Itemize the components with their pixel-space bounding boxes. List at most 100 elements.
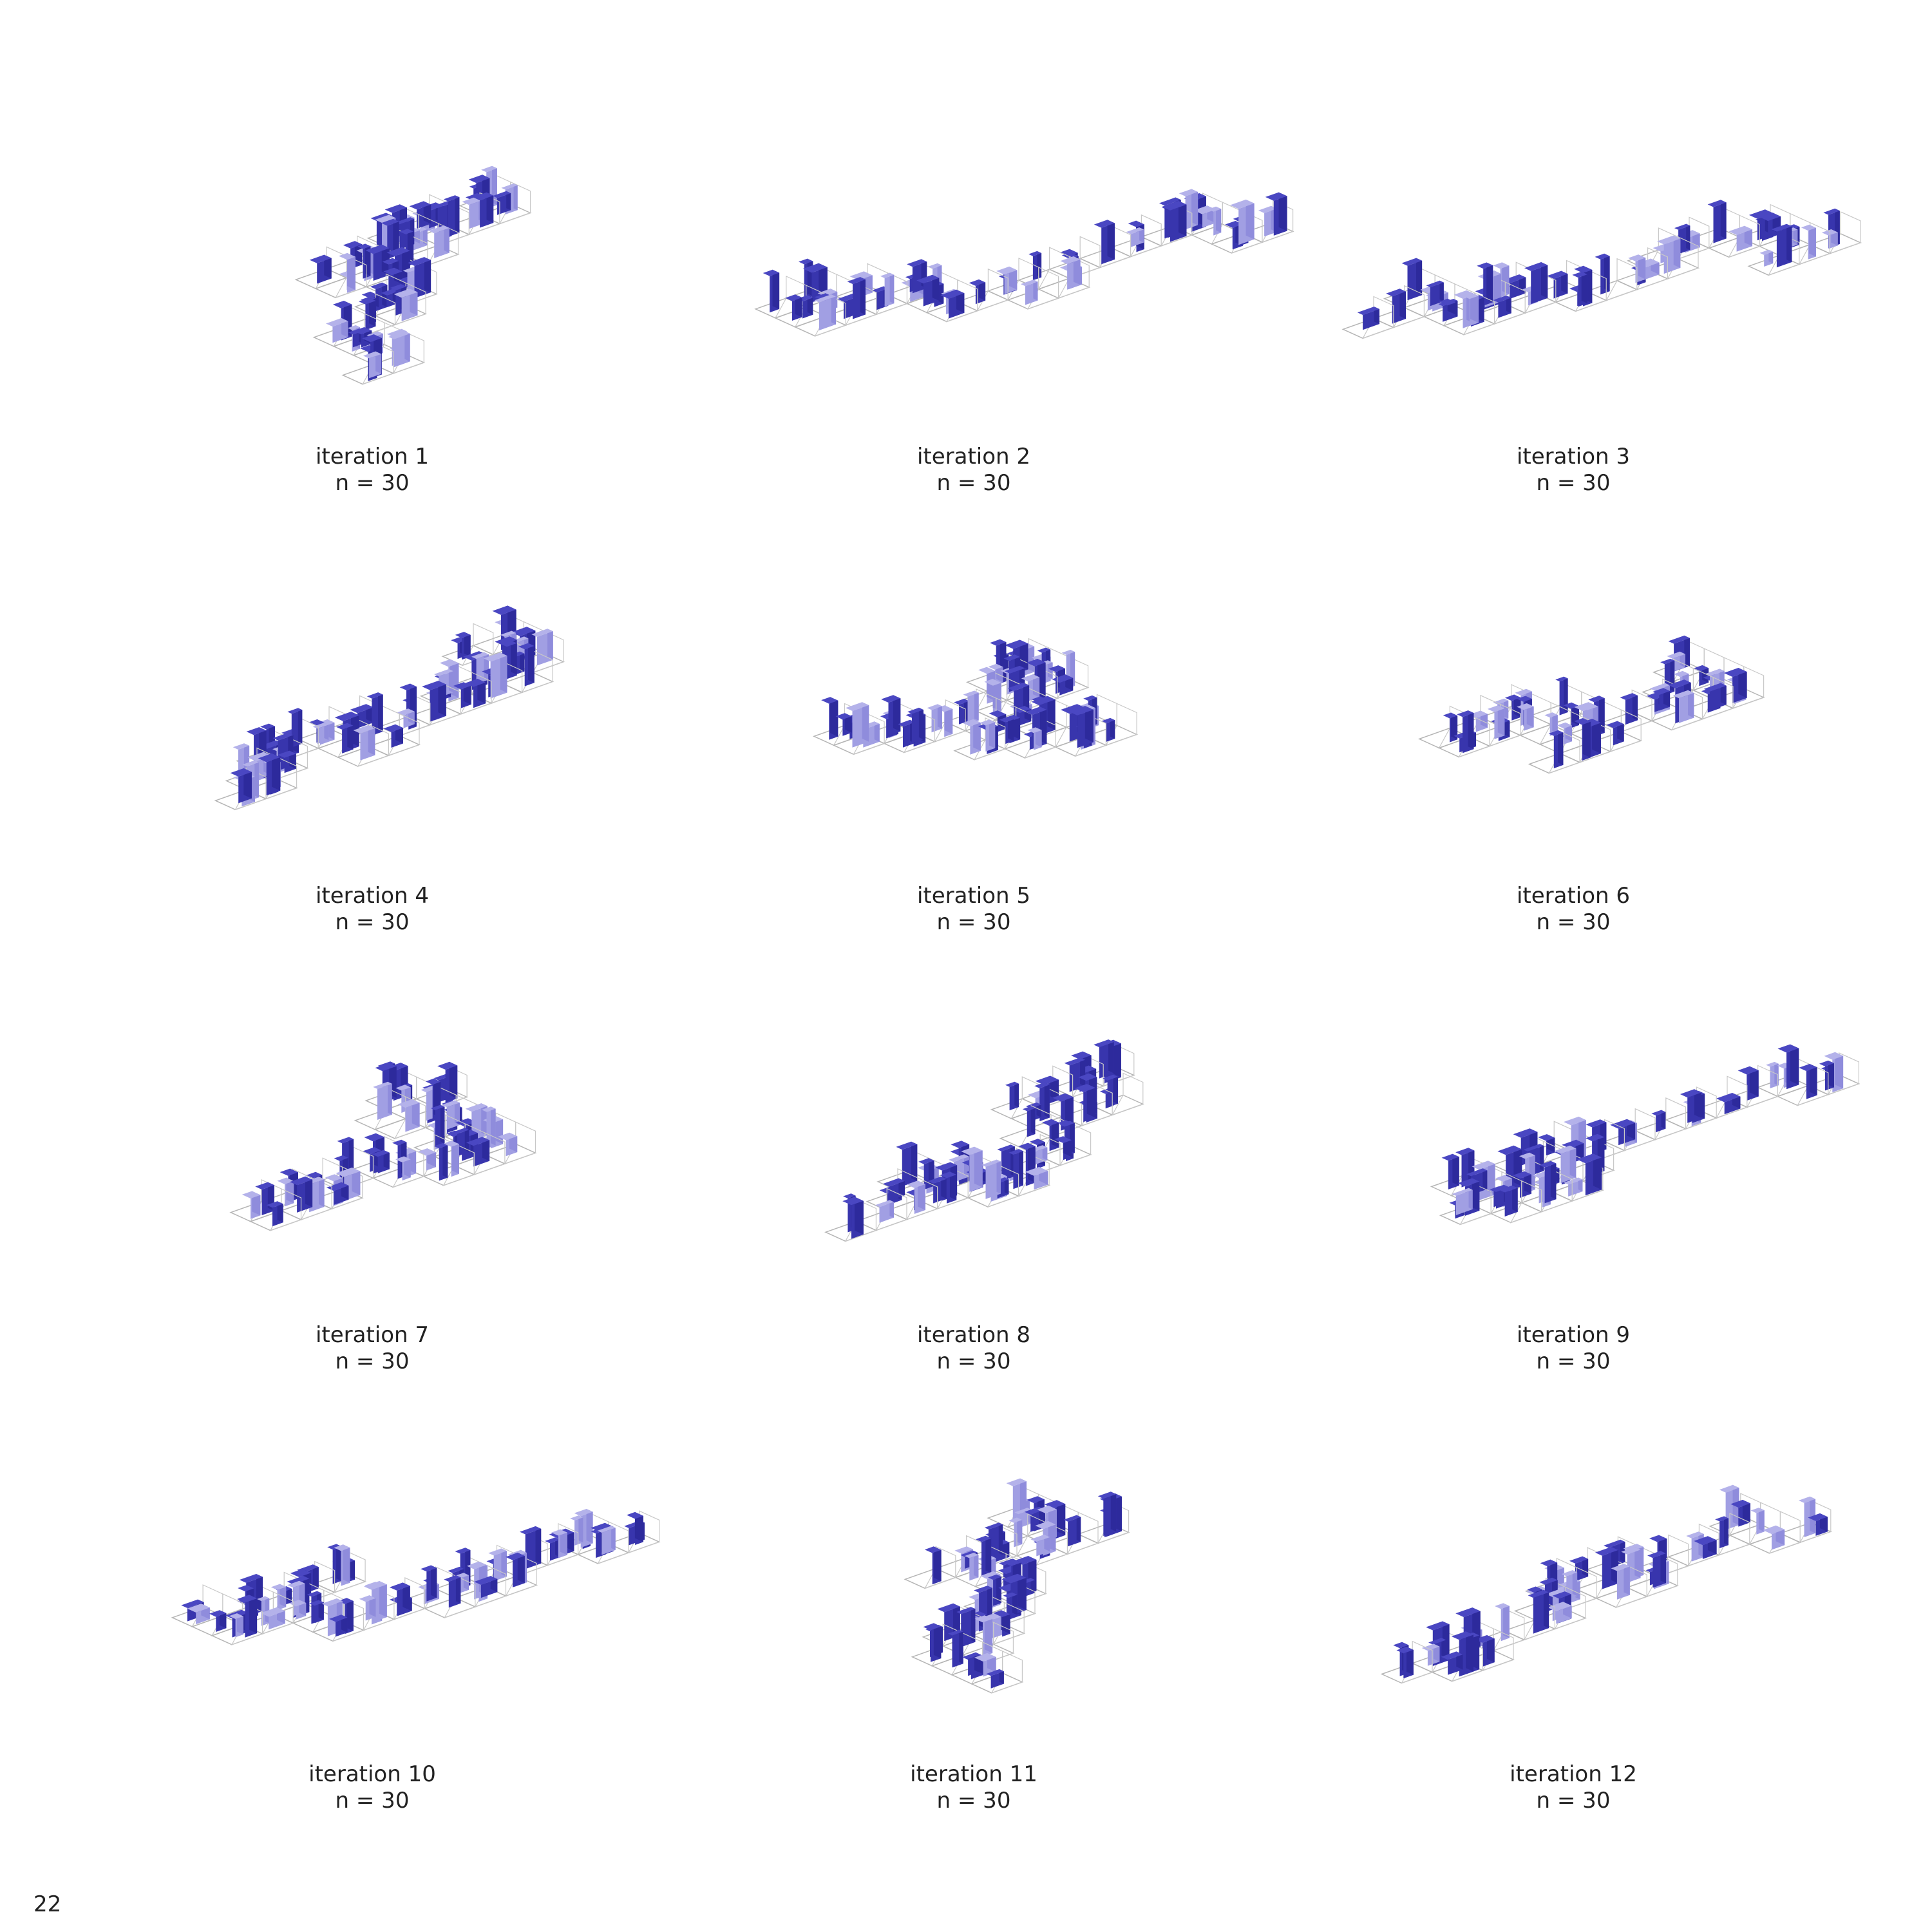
block-top: [334, 1544, 350, 1551]
block-top: [395, 1156, 411, 1162]
block-top: [1569, 1556, 1589, 1564]
block-top: [1513, 1128, 1538, 1138]
block-top: [1547, 270, 1568, 279]
block-top: [954, 699, 969, 705]
block-top: [875, 1200, 894, 1208]
block-side: [831, 294, 836, 325]
block-top: [518, 643, 535, 650]
block-side: [855, 1197, 864, 1235]
block-top: [422, 681, 446, 690]
block-top: [1208, 206, 1222, 212]
block-side: [586, 1509, 593, 1544]
block-top: [980, 1571, 1001, 1579]
block-side: [1012, 1592, 1018, 1615]
block-side: [1550, 1160, 1557, 1200]
block-top: [1001, 1573, 1027, 1584]
block-top: [1562, 1139, 1584, 1149]
block-top: [1443, 712, 1458, 719]
block-side: [1660, 1551, 1666, 1584]
block-side: [305, 1176, 313, 1208]
block-top: [1606, 721, 1624, 728]
block-top: [924, 1546, 942, 1553]
block-side: [382, 282, 388, 307]
block-top: [309, 1600, 324, 1606]
block-side: [1434, 1643, 1440, 1662]
block-top: [1401, 258, 1423, 266]
block-top: [1054, 1136, 1072, 1143]
block-side: [634, 1511, 643, 1542]
block-top: [1027, 727, 1042, 734]
block-top: [1595, 1547, 1618, 1556]
block-top: [1457, 1178, 1480, 1187]
figure-title: iteration 8: [917, 1322, 1030, 1348]
block-side: [1661, 1110, 1666, 1129]
block-top: [1653, 688, 1671, 695]
block-top: [762, 269, 780, 276]
block-top: [960, 1550, 978, 1557]
figure-title: iteration 1: [316, 444, 429, 469]
block-top: [984, 679, 1001, 686]
block-side: [324, 723, 329, 741]
block-top: [976, 1535, 992, 1542]
block-top: [389, 1582, 410, 1591]
block-top: [337, 1137, 354, 1144]
block-side: [1374, 307, 1379, 325]
block-side: [1512, 1185, 1518, 1212]
wire-frame: [973, 717, 1006, 761]
block-side: [933, 1546, 942, 1582]
block-top: [1540, 1559, 1558, 1567]
block-top: [1005, 1081, 1019, 1087]
block-side: [1809, 224, 1816, 257]
block-top: [455, 1118, 477, 1126]
block-top: [1595, 253, 1610, 260]
block-top: [421, 1565, 437, 1572]
block-top: [1061, 704, 1086, 714]
block-side: [423, 201, 431, 224]
block-top: [353, 725, 375, 734]
block-top: [399, 683, 417, 690]
block-top: [1472, 1160, 1495, 1170]
block-side: [1070, 650, 1075, 686]
block-side: [1035, 727, 1042, 748]
block-top: [383, 724, 403, 732]
block-top: [545, 1537, 560, 1544]
block-top: [849, 271, 873, 281]
block-side: [1742, 1499, 1750, 1522]
block-side: [324, 254, 332, 279]
block-side: [1624, 1564, 1630, 1595]
block-side: [1835, 1052, 1844, 1089]
block-top: [1539, 1577, 1558, 1585]
block-side: [1688, 690, 1694, 718]
block-side: [265, 1596, 270, 1624]
block-top: [799, 258, 813, 265]
block-side: [1539, 1144, 1544, 1171]
figure-subtitle: n = 30: [937, 1788, 1011, 1814]
block-top: [1452, 1188, 1473, 1196]
block-top: [1552, 1591, 1571, 1599]
block-top: [1439, 298, 1456, 306]
block-top: [1083, 695, 1097, 701]
block-side: [1108, 1039, 1114, 1074]
block-top: [1647, 1551, 1666, 1558]
block-top: [1719, 1484, 1739, 1493]
block-top: [1063, 1515, 1081, 1522]
block-top: [372, 1150, 390, 1157]
block-top: [907, 707, 923, 714]
block-top: [1539, 1160, 1557, 1168]
block-top: [483, 652, 507, 662]
block-top: [511, 627, 536, 636]
block-side: [1493, 270, 1501, 302]
block-top: [1451, 1631, 1473, 1640]
block-top: [471, 652, 489, 659]
wire-frame: [1111, 1072, 1144, 1116]
block-top: [1582, 704, 1598, 710]
block-top: [474, 1576, 498, 1585]
block-side: [1524, 1171, 1531, 1194]
block-side: [1107, 220, 1115, 260]
block-side: [379, 1581, 387, 1618]
block-top: [1667, 651, 1685, 659]
block-side: [1541, 262, 1548, 298]
block-top: [898, 719, 915, 727]
block-top: [1048, 665, 1065, 672]
block-top: [969, 279, 986, 286]
